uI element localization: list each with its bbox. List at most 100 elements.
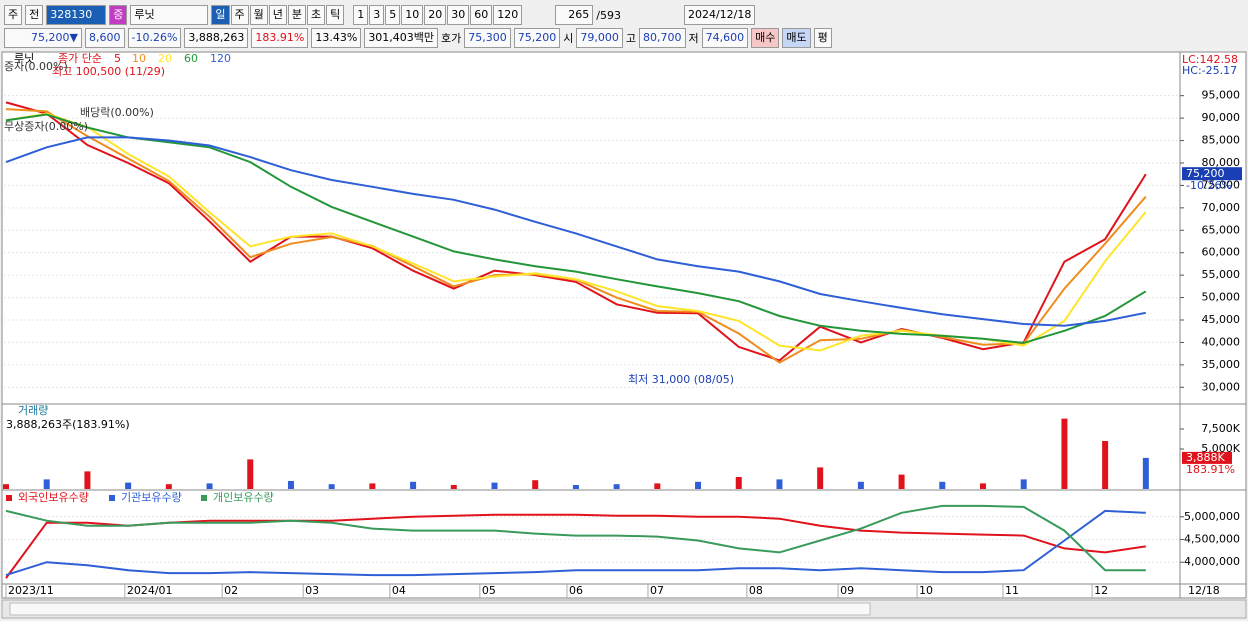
volume-bar [410, 481, 417, 489]
volume-bar [980, 483, 987, 489]
volume-bar [735, 477, 742, 489]
x-tick-label: 08 [749, 584, 763, 597]
info-bar: 75,200▼ 8,600 -10.26% 3,888,263 183.91% … [0, 27, 1248, 49]
stock-name[interactable]: 루닛 [130, 5, 209, 25]
count-button[interactable]: 3 [369, 5, 385, 25]
bid: 75,200 [513, 28, 561, 48]
legend-swatch [201, 495, 207, 501]
volume-bar [532, 480, 539, 489]
volume-bar [1142, 457, 1149, 489]
avg-button[interactable]: 평 [813, 28, 832, 48]
unit-button[interactable]: 틱 [326, 5, 345, 25]
x-tick-label: 09 [840, 584, 854, 597]
y-tick-label: 50,000 [1202, 291, 1241, 304]
volume-bar [1020, 479, 1027, 489]
buy-button[interactable]: 매수 [751, 28, 780, 48]
volume-bar [369, 483, 376, 489]
y-tick-label: 80,000 [1202, 156, 1241, 169]
x-tick-label: 06 [569, 584, 583, 597]
unit-button[interactable]: 초 [307, 5, 326, 25]
volume-bar [450, 485, 457, 489]
x-tick-label: 11 [1005, 584, 1019, 597]
x-tick-label: 2023/11 [8, 584, 54, 597]
ask: 75,300 [464, 28, 511, 48]
y-tick-label: 95,000 [1202, 89, 1241, 102]
y-tick-label: 7,500K [1201, 422, 1240, 435]
unit-button[interactable]: 주 [230, 5, 249, 25]
x-tick-label: 10 [919, 584, 933, 597]
volume-bar [939, 481, 946, 489]
view-count[interactable]: 265 [555, 5, 594, 25]
count-button[interactable]: 1 [353, 5, 369, 25]
x-end-label: 12/18 [1188, 584, 1220, 597]
volume-bar [125, 482, 132, 489]
counts: 1 3 5 10 20 30 60 120 [353, 5, 523, 25]
period[interactable]: 주 [4, 5, 23, 25]
price: 75,200▼ [4, 28, 82, 48]
unit-button[interactable]: 일 [211, 5, 230, 25]
unit-button[interactable]: 분 [287, 5, 306, 25]
volume-bar [613, 484, 620, 489]
code[interactable]: 328130 [46, 5, 107, 25]
y-tick-label: 85,000 [1202, 134, 1241, 147]
volume-bar [1102, 441, 1109, 489]
y-tick-label: 5,000K [1201, 442, 1240, 455]
unit-button[interactable]: 월 [249, 5, 268, 25]
turnover: 13.43% [311, 28, 362, 48]
legend-entry: 개인보유수량 [213, 491, 274, 504]
count-button[interactable]: 20 [424, 5, 447, 25]
volume-bar [857, 481, 864, 489]
y-tick-label: 40,000 [1202, 335, 1241, 348]
y-tick-label: 65,000 [1202, 223, 1241, 236]
total-count: /593 [596, 8, 621, 22]
y-tick-label: 55,000 [1202, 268, 1241, 281]
annotation: 무상증자(0.00%) [4, 120, 88, 133]
y-tick-label: 70,000 [1202, 201, 1241, 214]
change: 8,600 [85, 28, 125, 48]
volume-bar [328, 484, 335, 489]
date[interactable]: 2024/12/18 [683, 5, 756, 25]
unit-button[interactable]: 년 [268, 5, 287, 25]
last-price: 75,200 [1186, 167, 1225, 180]
volume-bar [776, 479, 783, 489]
volume-bar [165, 484, 172, 489]
series-line [5, 113, 1147, 344]
count-button[interactable]: 120 [493, 5, 523, 25]
volume: 3,888,263 [184, 28, 249, 48]
scroll-thumb[interactable] [9, 602, 871, 616]
annotation: 최저 31,000 (08/05) [628, 373, 734, 386]
y-tick-label: 45,000 [1202, 313, 1241, 326]
open: 79,000 [576, 28, 623, 48]
volume-bar [43, 479, 50, 489]
count-button[interactable]: 30 [447, 5, 470, 25]
series-line [5, 513, 1146, 579]
annotation: 배당락(0.00%) [80, 106, 154, 119]
count-button[interactable]: 60 [470, 5, 493, 25]
count-button[interactable]: 5 [385, 5, 401, 25]
prev[interactable]: 전 [25, 5, 44, 25]
count-button[interactable]: 10 [401, 5, 424, 25]
legend-entry: 120 [210, 52, 231, 65]
sell-button[interactable]: 매도 [782, 28, 811, 48]
x-tick-label: 02 [224, 584, 238, 597]
last-volume-rate: 183.91% [1186, 463, 1235, 476]
lc-label: LC:142.58 [1182, 53, 1238, 66]
hc-label: HC:-25.17 [1182, 64, 1237, 77]
x-tick-label: 2024/01 [127, 584, 173, 597]
badge: 증 [109, 5, 128, 25]
legend-entry: 60 [184, 52, 198, 65]
annotation: 증자(0.00%) [4, 60, 68, 73]
volume-bar [491, 482, 498, 489]
legend-entry: 외국인보유수량 [18, 491, 89, 504]
volume-bar [572, 485, 579, 489]
x-tick-label: 04 [392, 584, 406, 597]
rate: -10.26% [127, 28, 182, 48]
quote-label: 호가 [441, 32, 462, 45]
series-line [5, 509, 1146, 577]
low: 74,600 [701, 28, 749, 48]
volume-bar [1061, 418, 1068, 489]
y-tick-label: 5,000,000 [1184, 510, 1240, 523]
y-tick-label: 35,000 [1202, 358, 1241, 371]
